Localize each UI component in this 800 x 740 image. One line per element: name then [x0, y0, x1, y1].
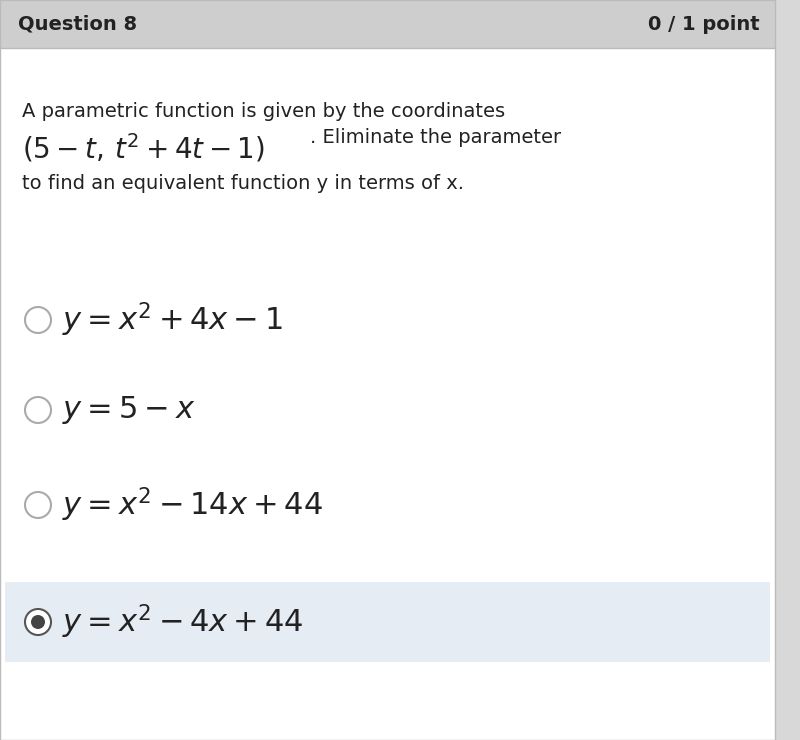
Text: $y = x^2 + 4x - 1$: $y = x^2 + 4x - 1$ — [62, 300, 283, 339]
Text: . Eliminate the parameter: . Eliminate the parameter — [310, 128, 561, 147]
Bar — [0, 0, 775, 48]
Circle shape — [25, 307, 51, 333]
Text: $y = x^2 - 14x + 44$: $y = x^2 - 14x + 44$ — [62, 485, 323, 524]
Text: $y = x^2 - 4x + 44$: $y = x^2 - 4x + 44$ — [62, 603, 303, 642]
Circle shape — [25, 397, 51, 423]
Text: 0 / 1 point: 0 / 1 point — [648, 15, 760, 33]
Text: to find an equivalent function y in terms of x.: to find an equivalent function y in term… — [22, 174, 464, 193]
Bar — [775, 0, 800, 740]
Circle shape — [25, 609, 51, 635]
Text: $y = 5 - x$: $y = 5 - x$ — [62, 394, 195, 426]
Circle shape — [31, 615, 45, 629]
Bar — [5, 582, 770, 662]
Text: $\left(5-t,\,t^2+4t-1\right)$: $\left(5-t,\,t^2+4t-1\right)$ — [22, 132, 265, 165]
Text: Question 8: Question 8 — [18, 15, 137, 33]
Circle shape — [25, 492, 51, 518]
Text: A parametric function is given by the coordinates: A parametric function is given by the co… — [22, 102, 505, 121]
